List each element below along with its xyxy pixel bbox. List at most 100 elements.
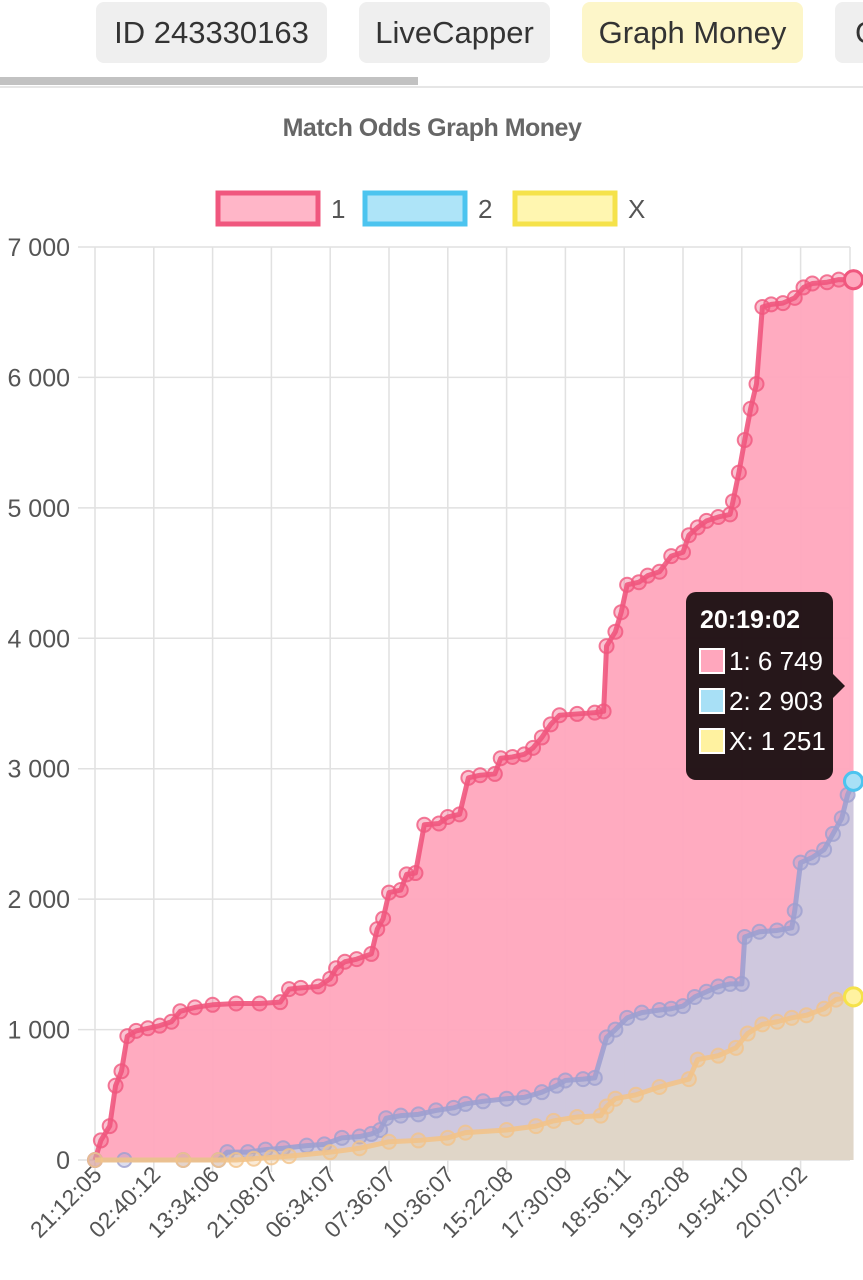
data-point[interactable]: [607, 1021, 624, 1038]
data-point[interactable]: [392, 882, 409, 899]
data-point[interactable]: [363, 945, 380, 962]
data-point[interactable]: [504, 748, 521, 765]
data-point[interactable]: [598, 638, 615, 655]
data-point[interactable]: [172, 1003, 189, 1020]
data-point[interactable]: [163, 1013, 180, 1030]
data-point[interactable]: [651, 1078, 668, 1095]
data-point[interactable]: [498, 1090, 515, 1107]
data-point[interactable]: [754, 298, 771, 315]
data-point[interactable]: [763, 296, 780, 313]
data-point[interactable]: [595, 703, 612, 720]
data-point[interactable]: [410, 1132, 427, 1149]
data-point[interactable]: [569, 705, 586, 722]
data-point[interactable]: [795, 279, 812, 296]
data-point[interactable]: [292, 979, 309, 996]
data-point[interactable]: [651, 1002, 668, 1019]
data-point[interactable]: [251, 995, 268, 1012]
data-point[interactable]: [727, 1039, 744, 1056]
data-point[interactable]: [804, 275, 821, 292]
data-point[interactable]: [381, 1133, 397, 1150]
data-point[interactable]: [410, 1106, 427, 1123]
data-point[interactable]: [416, 816, 433, 833]
data-point[interactable]: [730, 464, 747, 481]
data-point[interactable]: [783, 1009, 800, 1026]
data-point[interactable]: [333, 1129, 350, 1146]
data-point[interactable]: [363, 1125, 380, 1142]
data-point[interactable]: [819, 274, 836, 291]
data-point[interactable]: [525, 739, 542, 756]
data-point[interactable]: [281, 1148, 298, 1165]
data-point[interactable]: [428, 1102, 445, 1119]
legend-swatch-2[interactable]: [362, 190, 468, 227]
data-point[interactable]: [548, 1077, 565, 1094]
data-point[interactable]: [736, 432, 753, 449]
data-point[interactable]: [748, 375, 765, 392]
legend-label-2[interactable]: 2: [478, 194, 492, 224]
data-point[interactable]: [439, 1129, 456, 1146]
data-point[interactable]: [336, 953, 353, 970]
data-point[interactable]: [204, 996, 221, 1013]
data-point[interactable]: [263, 1149, 280, 1166]
data-point[interactable]: [575, 1071, 592, 1088]
data-point[interactable]: [769, 922, 786, 939]
data-point[interactable]: [439, 808, 456, 825]
data-point[interactable]: [742, 400, 759, 417]
data-point[interactable]: [786, 289, 803, 306]
data-point[interactable]: [175, 1152, 192, 1168]
data-point[interactable]: [675, 998, 691, 1015]
tab-livecapper[interactable]: LiveCapper: [359, 2, 550, 63]
legend-label-1[interactable]: 1: [331, 194, 345, 224]
data-point[interactable]: [107, 1077, 124, 1094]
data-point[interactable]: [710, 1047, 727, 1064]
data-point[interactable]: [663, 1000, 680, 1017]
data-point[interactable]: [310, 978, 327, 995]
data-point[interactable]: [816, 841, 833, 858]
data-point[interactable]: [833, 810, 850, 827]
data-point[interactable]: [516, 1089, 533, 1106]
data-point[interactable]: [451, 806, 468, 823]
data-point[interactable]: [680, 1071, 697, 1088]
data-point[interactable]: [724, 493, 741, 510]
data-point[interactable]: [457, 1095, 474, 1112]
data-point[interactable]: [619, 576, 636, 593]
data-point[interactable]: [378, 1110, 395, 1127]
data-point[interactable]: [486, 765, 503, 782]
data-point[interactable]: [101, 1118, 118, 1135]
data-point[interactable]: [460, 769, 477, 786]
data-point[interactable]: [607, 1090, 624, 1107]
data-point[interactable]: [298, 1137, 315, 1154]
data-point[interactable]: [475, 1093, 492, 1110]
data-point[interactable]: [186, 999, 203, 1016]
data-point[interactable]: [210, 1152, 227, 1168]
data-point[interactable]: [710, 508, 727, 525]
data-point[interactable]: [348, 951, 365, 968]
data-point[interactable]: [407, 865, 424, 882]
data-point[interactable]: [113, 1063, 130, 1080]
data-point[interactable]: [769, 1013, 786, 1030]
data-point[interactable]: [633, 1004, 650, 1021]
data-point[interactable]: [551, 707, 568, 724]
data-point[interactable]: [545, 1112, 562, 1129]
last-point-1[interactable]: [843, 269, 863, 291]
data-point[interactable]: [722, 975, 739, 992]
data-point[interactable]: [351, 1140, 368, 1157]
data-point[interactable]: [472, 767, 489, 784]
data-point[interactable]: [322, 1144, 339, 1161]
data-point[interactable]: [739, 1025, 756, 1042]
data-point[interactable]: [754, 1016, 771, 1033]
data-point[interactable]: [816, 1000, 833, 1017]
data-point[interactable]: [586, 1069, 603, 1086]
data-point[interactable]: [351, 1128, 368, 1145]
tab-id[interactable]: ID 243330163: [96, 2, 327, 63]
data-point[interactable]: [786, 902, 803, 919]
data-point[interactable]: [733, 975, 750, 992]
data-point[interactable]: [92, 1132, 109, 1149]
data-point[interactable]: [119, 1028, 136, 1045]
data-point[interactable]: [619, 1009, 636, 1026]
data-point[interactable]: [607, 623, 624, 640]
data-point[interactable]: [228, 1152, 245, 1168]
data-point[interactable]: [533, 1084, 550, 1101]
data-point[interactable]: [533, 729, 550, 746]
data-point[interactable]: [457, 1124, 474, 1141]
data-point[interactable]: [228, 995, 245, 1012]
